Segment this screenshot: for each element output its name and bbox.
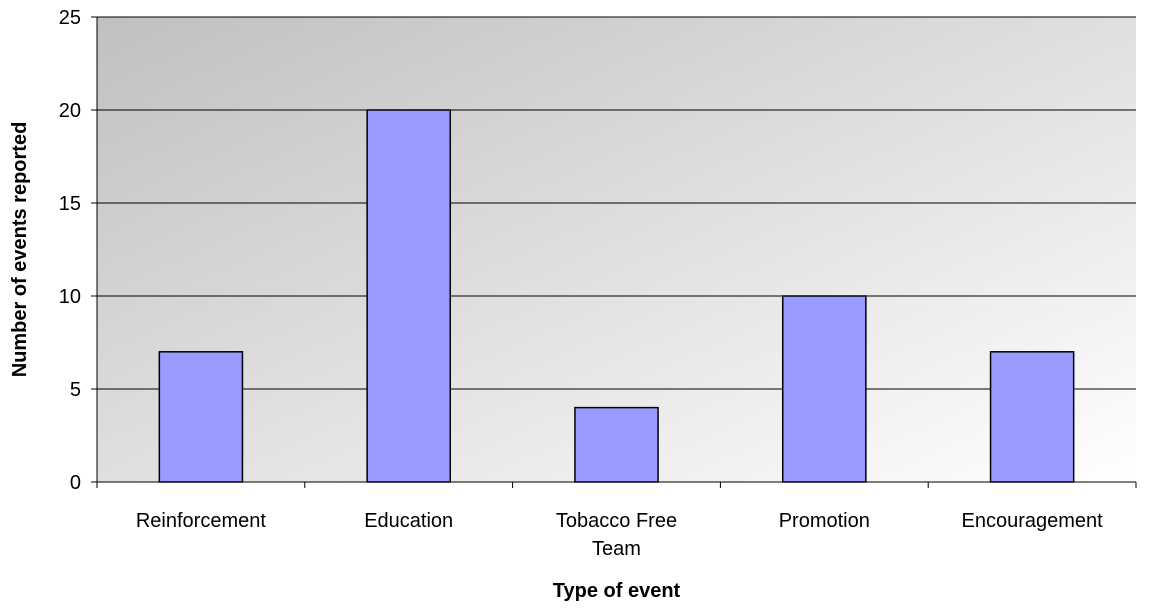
y-axis-title: Number of events reported: [9, 122, 31, 378]
y-axis-ticks: 0 5 10 15 20 25: [59, 7, 97, 494]
y-tick-label: 15: [59, 193, 81, 215]
bar-promotion: [781, 295, 867, 483]
y-tick-label: 10: [59, 286, 81, 308]
gridlines: [97, 16, 1136, 390]
x-tick-label-line: Team: [592, 538, 641, 560]
y-tick-label: 0: [70, 472, 81, 494]
x-tick-label: Encouragement: [961, 510, 1103, 532]
plot-area: [97, 17, 1136, 482]
x-axis-title: Type of event: [553, 580, 681, 602]
axes: [96, 17, 1136, 483]
y-tick-label: 5: [70, 379, 81, 401]
x-tick-label-line: Promotion: [779, 510, 870, 532]
x-tick-label: Education: [364, 510, 453, 532]
x-tick-label: Promotion: [779, 510, 870, 532]
x-tick-label: Tobacco Free Team: [556, 510, 677, 560]
x-axis-ticks: Reinforcement Education Tobacco Free Team Pr…: [96, 482, 1137, 560]
bar-encouragement: [989, 351, 1075, 483]
x-tick-label-line: Reinforcement: [136, 510, 267, 532]
bars: [158, 109, 1075, 483]
bar-reinforcement: [158, 351, 244, 483]
bar-education: [366, 109, 452, 483]
x-tick-label-line: Tobacco Free: [556, 510, 677, 532]
x-tick-label-line: Education: [364, 510, 453, 532]
x-tick-label: Reinforcement: [136, 510, 267, 532]
bar-tobacco-free-team: [574, 406, 659, 483]
y-tick-label: 25: [59, 7, 81, 29]
x-tick-label-line: Encouragement: [961, 510, 1103, 532]
y-tick-label: 20: [59, 100, 81, 122]
